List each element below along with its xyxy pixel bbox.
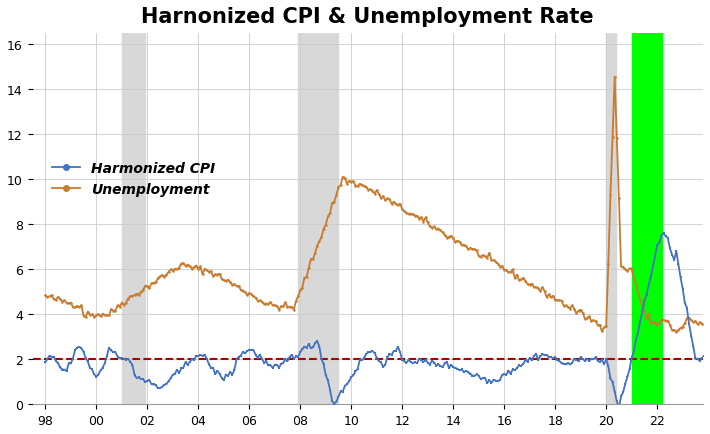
Bar bbox=[122, 34, 145, 404]
Bar bbox=[606, 34, 616, 404]
Bar bbox=[297, 34, 339, 404]
Bar bbox=[632, 34, 662, 404]
Legend: Harmonized CPI, Unemployment: Harmonized CPI, Unemployment bbox=[46, 156, 220, 202]
Title: Harnonized CPI & Unemployment Rate: Harnonized CPI & Unemployment Rate bbox=[141, 7, 594, 27]
